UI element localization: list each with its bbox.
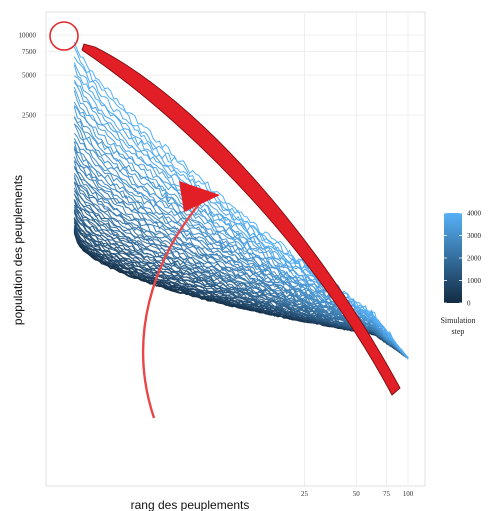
x-tick-label: 75	[383, 490, 391, 498]
legend-tick-label: 3000	[467, 232, 482, 240]
series-curve	[73, 46, 409, 360]
legend-title-line-2: step	[452, 327, 465, 336]
evolution-arrow-shaft	[142, 195, 207, 419]
evolution-arrow-head	[179, 181, 220, 212]
y-tick-label: 7500	[22, 48, 37, 56]
x-tick-label: 100	[403, 490, 414, 498]
legend-colorbar	[444, 213, 462, 303]
x-axis-title: rang des peuplements	[131, 498, 250, 511]
legend-ticks: 0 1000 2000 3000 4000	[444, 210, 482, 308]
legend-tick-label: 4000	[467, 210, 482, 218]
plot-panel	[45, 11, 426, 487]
y-tick-label: 10000	[19, 32, 37, 40]
envelope-band	[81, 43, 401, 396]
legend: 0 1000 2000 3000 4000 Simulation step	[440, 210, 481, 337]
y-tick-label: 2500	[22, 112, 37, 120]
legend-tick-label: 1000	[467, 277, 482, 285]
x-tick-labels: 25 50 75 100	[301, 490, 414, 498]
highlight-circle	[49, 21, 79, 51]
y-tick-labels: 2500 5000 7500 10000	[19, 32, 37, 120]
legend-tick-label: 2000	[467, 255, 482, 263]
legend-title-line-1: Simulation	[440, 316, 475, 325]
series-curve	[73, 41, 409, 360]
x-tick-label: 50	[353, 490, 361, 498]
series-curve	[73, 80, 409, 358]
x-tick-label: 25	[301, 490, 309, 498]
legend-tick-label: 0	[467, 300, 471, 308]
y-tick-label: 5000	[22, 72, 37, 80]
y-axis-title: population des peuplements	[11, 175, 25, 325]
